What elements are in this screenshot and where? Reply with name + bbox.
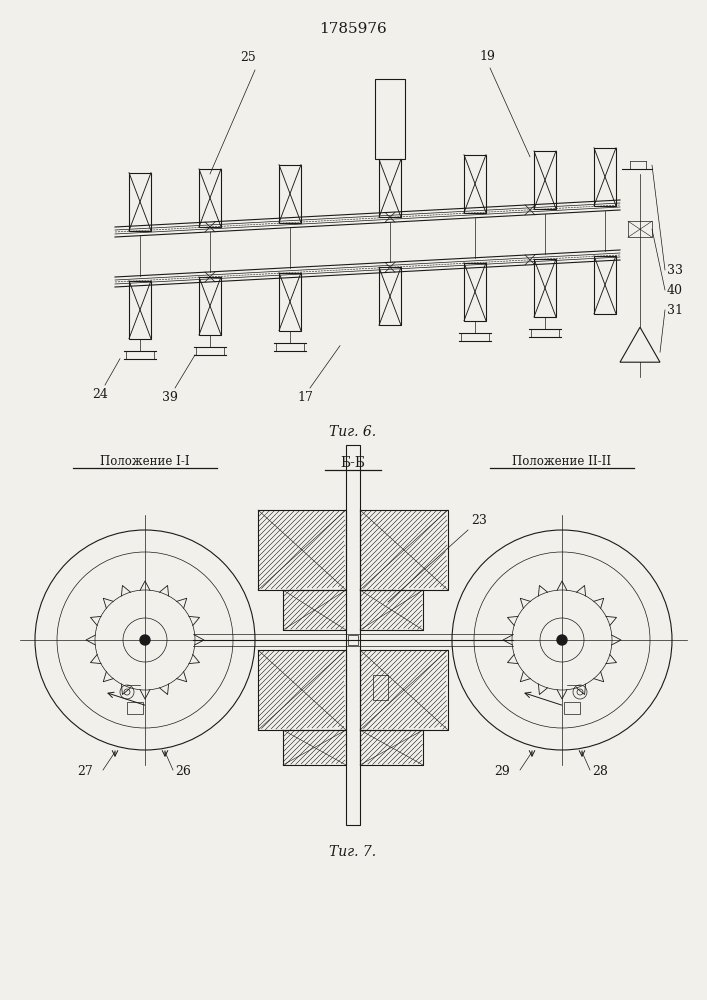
Ellipse shape <box>557 635 567 645</box>
Bar <box>258 510 346 590</box>
Text: 40: 40 <box>667 284 683 296</box>
Bar <box>283 590 346 630</box>
Text: 29: 29 <box>494 765 510 778</box>
Bar <box>628 221 652 237</box>
Bar <box>464 263 486 321</box>
Bar <box>129 173 151 231</box>
Bar <box>594 148 616 206</box>
Text: 31: 31 <box>667 304 683 316</box>
Bar <box>360 590 423 630</box>
Text: Б-Б: Б-Б <box>341 456 366 470</box>
Text: Положение I-I: Положение I-I <box>100 455 189 468</box>
Bar <box>360 650 448 730</box>
Bar <box>283 730 346 765</box>
Bar <box>199 277 221 335</box>
Bar <box>360 730 423 765</box>
Text: 39: 39 <box>162 391 178 404</box>
Bar <box>379 159 401 217</box>
Bar <box>564 702 580 714</box>
Bar <box>360 730 423 765</box>
Text: 23: 23 <box>471 514 487 527</box>
Bar <box>373 675 388 700</box>
Bar <box>360 510 448 590</box>
Text: 26: 26 <box>175 765 191 778</box>
Bar <box>594 256 616 314</box>
Bar <box>360 510 448 590</box>
Bar <box>199 169 221 227</box>
Bar <box>534 151 556 209</box>
Text: 19: 19 <box>479 50 495 63</box>
Bar <box>258 510 346 590</box>
Bar <box>360 650 448 730</box>
Bar <box>258 650 346 730</box>
Text: Τиг. 7.: Τиг. 7. <box>329 845 377 859</box>
Text: 33: 33 <box>667 263 683 276</box>
Text: 1785976: 1785976 <box>319 22 387 36</box>
Bar <box>464 155 486 213</box>
Bar <box>129 281 151 339</box>
Text: 17: 17 <box>297 391 313 404</box>
Bar <box>283 590 346 630</box>
Text: Τиг. 6.: Τиг. 6. <box>329 425 377 439</box>
Text: 28: 28 <box>592 765 608 778</box>
Text: Положение II-II: Положение II-II <box>513 455 612 468</box>
Bar <box>283 730 346 765</box>
Bar <box>127 702 143 714</box>
Bar <box>258 650 346 730</box>
Bar <box>348 635 358 645</box>
Bar <box>360 590 423 630</box>
Bar <box>375 79 405 159</box>
Bar <box>379 267 401 325</box>
Text: 24: 24 <box>92 388 108 401</box>
Bar <box>346 445 360 825</box>
Bar <box>534 259 556 317</box>
Ellipse shape <box>140 635 150 645</box>
Text: 25: 25 <box>240 51 256 64</box>
Bar <box>279 273 301 331</box>
Text: 27: 27 <box>77 765 93 778</box>
Bar <box>279 165 301 223</box>
